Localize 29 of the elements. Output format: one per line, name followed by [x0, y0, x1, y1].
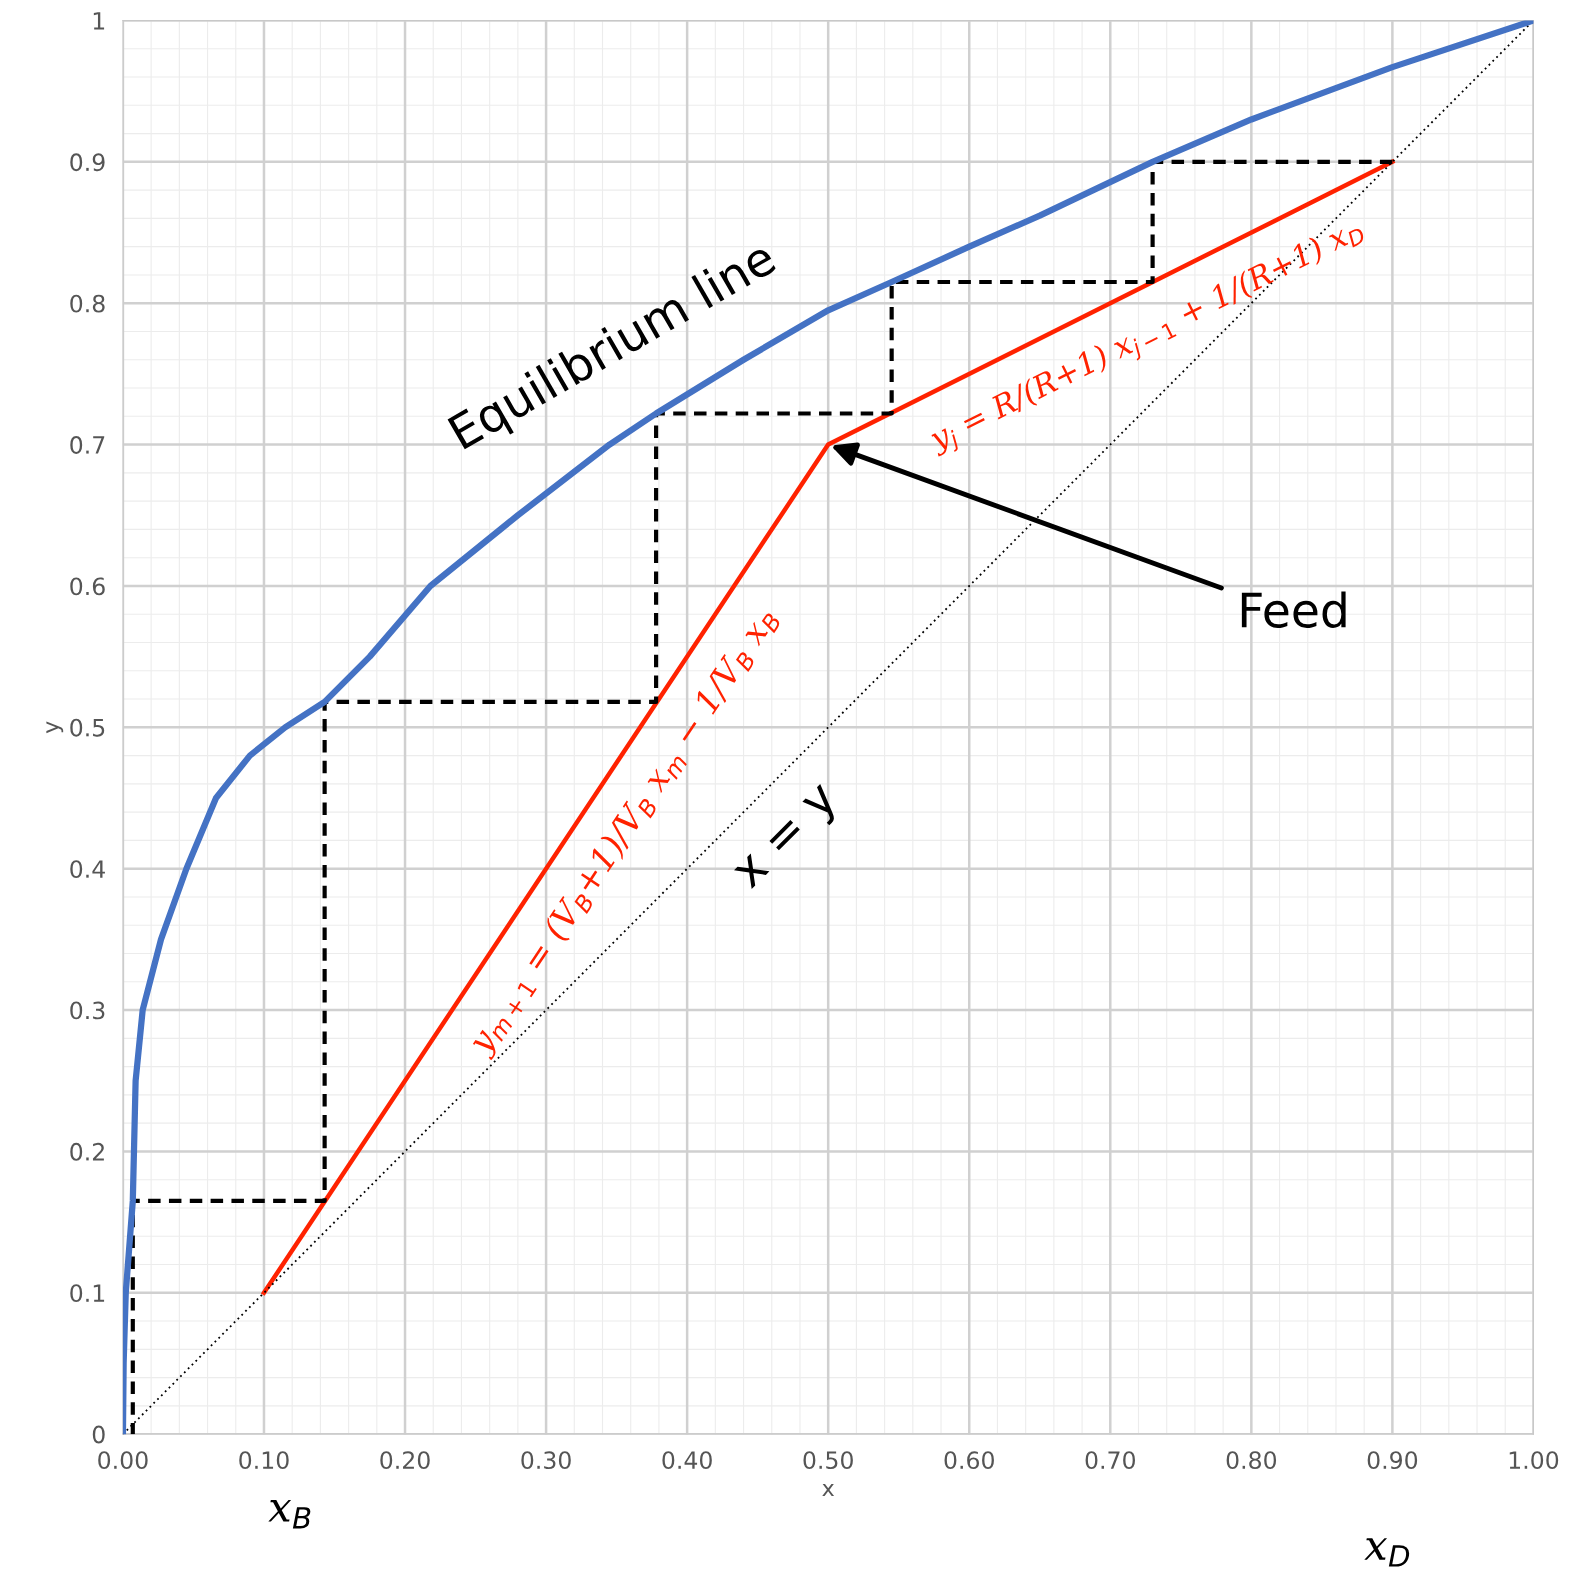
x-axis-title: x — [822, 1483, 835, 1497]
x-tick-label: 1.00 — [1509, 1451, 1559, 1470]
y-tick-label: 0.6 — [70, 577, 105, 596]
x-tick-label: 0.10 — [239, 1451, 289, 1470]
y-tick-label: 0.1 — [70, 1284, 105, 1303]
x-tick-label: 0.00 — [98, 1451, 148, 1470]
y-tick-label: 0.4 — [70, 860, 105, 878]
y-tick-label: 0.9 — [70, 153, 105, 172]
x-tick-label: 0.80 — [1226, 1451, 1277, 1470]
x-tick-label: 0.30 — [521, 1451, 571, 1470]
x-tick-label: 0.70 — [1085, 1451, 1136, 1470]
y-tick-label: 0 — [92, 1425, 105, 1444]
y-tick-label: 0.5 — [70, 718, 105, 737]
y-axis-title: y — [46, 721, 64, 734]
x-tick-label: 0.40 — [662, 1451, 712, 1470]
annotation: y$_{j}$ = R/(R+1) x$_{j−1}$ + 1/(R+1) x$_{D}$ — [925, 215, 1369, 460]
y-tick-label: 1 — [93, 12, 105, 30]
y-tick-label: 0.3 — [70, 1001, 105, 1020]
annotation: Feed — [1241, 591, 1346, 628]
x-tick-label: 0.90 — [1367, 1451, 1418, 1470]
y-tick-label: 0.7 — [70, 436, 105, 454]
y-tick-label: 0.8 — [70, 294, 105, 313]
y-tick-label: 0.2 — [70, 1142, 104, 1161]
text: x = y — [733, 784, 846, 896]
text: x$_{B}$ — [268, 1499, 311, 1529]
text: x$_{D}$ — [1364, 1538, 1410, 1567]
x-tick-label: 0.20 — [380, 1451, 430, 1470]
x-tick-label: 0.60 — [944, 1451, 994, 1470]
x-tick-label: 0.50 — [803, 1451, 853, 1470]
